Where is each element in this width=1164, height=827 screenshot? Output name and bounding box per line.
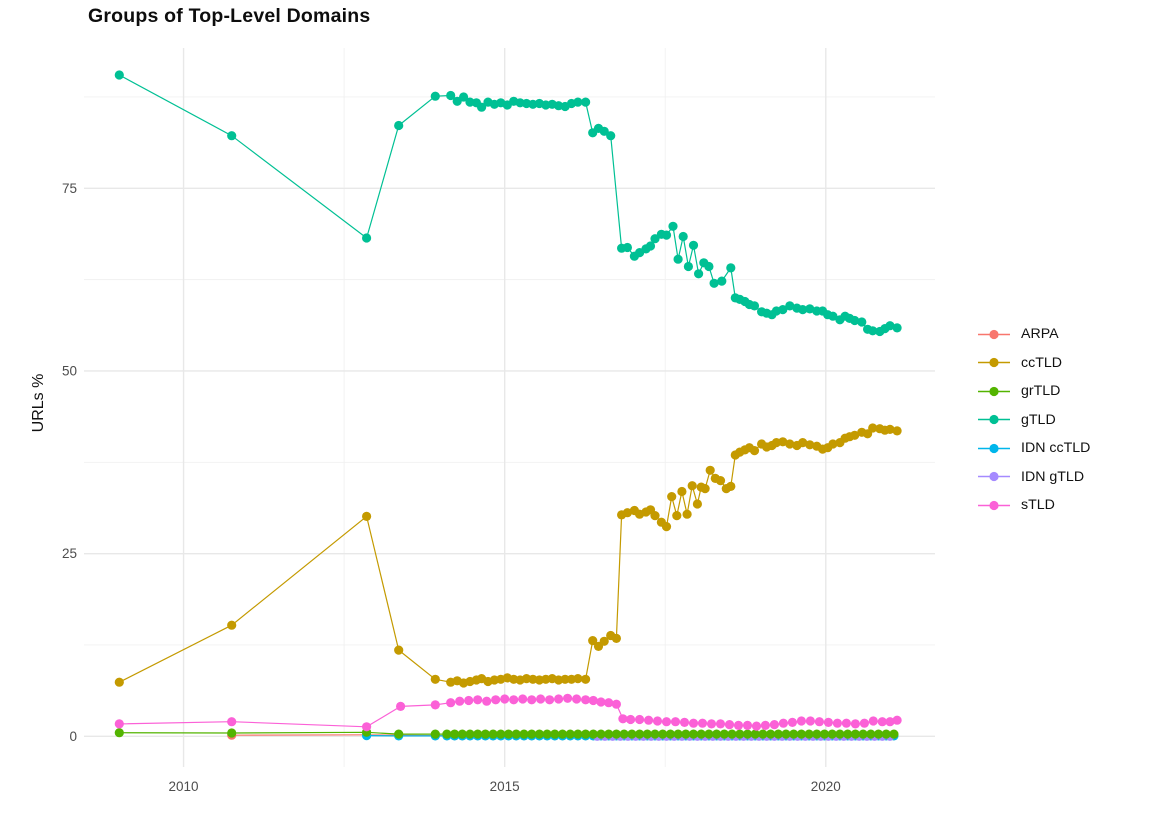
y-axis-tick-label: 50 xyxy=(62,363,77,378)
legend-item-idn-gtld: IDN gTLD xyxy=(976,463,1090,492)
gridlines-minor xyxy=(84,48,935,767)
series-grtld xyxy=(114,727,899,739)
legend-label-stld: sTLD xyxy=(1021,497,1055,514)
chart-title: Groups of Top-Level Domains xyxy=(88,5,371,27)
legend-label-cctld: ccTLD xyxy=(1021,354,1062,371)
legend-key-gtld xyxy=(978,415,1010,425)
legend: ARPA ccTLD grTLD gTLD IDN ccTLD IDN gTLD sTLD xyxy=(976,320,1090,520)
legend-label-idn-cctld: IDN ccTLD xyxy=(1021,440,1091,457)
legend-label-idn-gtld: IDN gTLD xyxy=(1021,468,1085,485)
plot-area: 2010 2015 2020 0 25 50 75 xyxy=(62,48,935,794)
legend-item-grtld: grTLD xyxy=(976,377,1090,406)
legend-item-idn-cctld: IDN ccTLD xyxy=(976,434,1090,463)
legend-key-arpa xyxy=(978,329,1010,339)
series-cctld xyxy=(114,423,902,688)
x-axis-tick-label: 2020 xyxy=(811,779,841,794)
legend-key-stld xyxy=(978,500,1010,510)
x-axis-tick-label: 2010 xyxy=(169,779,199,794)
legend-item-gtld: gTLD xyxy=(976,406,1090,435)
y-axis-tick-label: 0 xyxy=(69,729,77,744)
legend-item-cctld: ccTLD xyxy=(976,349,1090,378)
legend-key-idn-cctld xyxy=(978,443,1010,453)
legend-label-arpa: ARPA xyxy=(1021,326,1059,343)
x-axis-tick-label: 2015 xyxy=(490,779,520,794)
legend-key-grtld xyxy=(978,386,1010,396)
legend-label-grtld: grTLD xyxy=(1021,383,1061,400)
y-axis-tick-label: 25 xyxy=(62,546,77,561)
legend-label-gtld: gTLD xyxy=(1021,411,1056,428)
y-axis-tick-label: 75 xyxy=(62,181,77,196)
x-axis-tick-labels: 2010 2015 2020 xyxy=(169,779,841,794)
legend-item-arpa: ARPA xyxy=(976,320,1090,349)
legend-item-stld: sTLD xyxy=(976,491,1090,520)
legend-key-cctld xyxy=(978,358,1010,368)
y-axis-tick-labels: 0 25 50 75 xyxy=(62,181,77,744)
gridlines-major xyxy=(84,48,935,767)
legend-key-idn-gtld xyxy=(978,472,1010,482)
series-gtld xyxy=(114,70,902,337)
series-stld xyxy=(114,693,902,732)
